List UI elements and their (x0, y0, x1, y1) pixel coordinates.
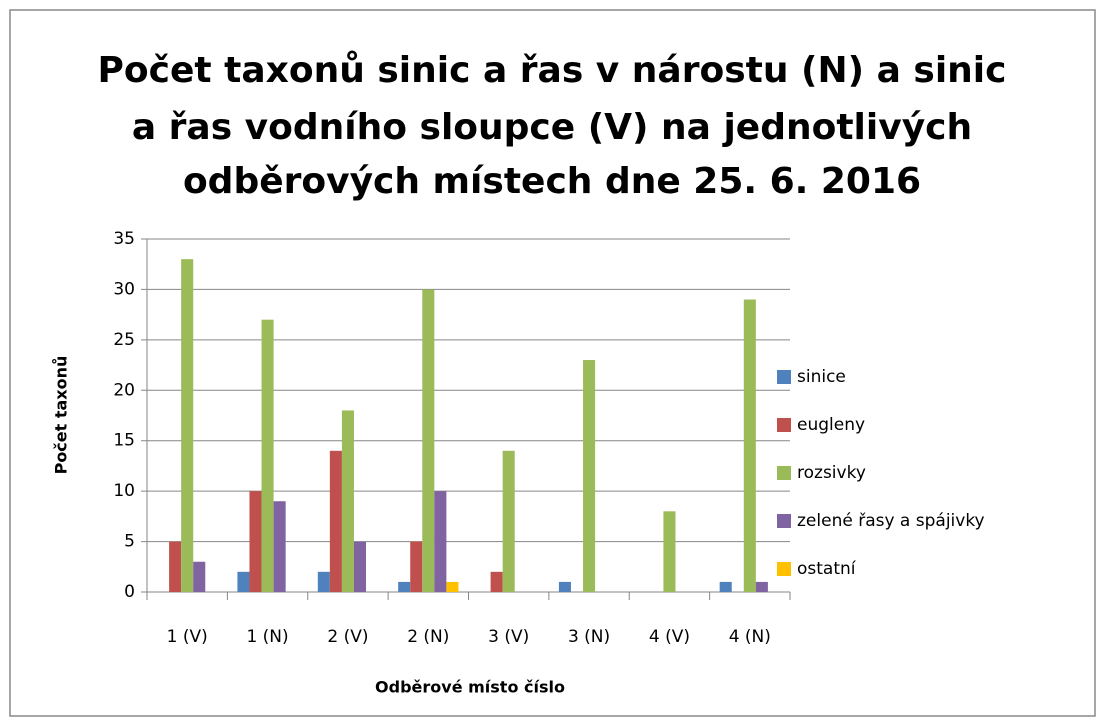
bar (261, 319, 274, 592)
bar (558, 581, 571, 592)
bar (719, 581, 732, 592)
legend-label: zelené řasy a spájivky (797, 511, 985, 531)
legend-label: ostatní (797, 559, 857, 579)
y-tick-label: 15 (113, 431, 135, 451)
x-tick-label: 2 (V) (327, 627, 368, 647)
y-tick-label: 5 (124, 532, 135, 552)
x-tick-label: 4 (N) (729, 627, 771, 647)
y-tick-label: 10 (113, 481, 135, 501)
legend-swatch (777, 514, 791, 528)
bar (341, 410, 354, 592)
legend-swatch (777, 418, 791, 432)
bar (329, 450, 342, 592)
bar (755, 581, 768, 592)
legend-label: sinice (797, 367, 846, 387)
y-tick-label: 25 (113, 330, 135, 350)
legend-label: eugleny (797, 415, 865, 435)
x-tick-label: 1 (N) (246, 627, 288, 647)
x-axis-title: Odběrové místo číslo (375, 678, 565, 697)
bar (434, 491, 447, 592)
bar (410, 541, 423, 592)
bar (237, 571, 250, 592)
legend-label: rozsivky (797, 463, 866, 483)
bar (181, 259, 194, 592)
y-tick-label: 30 (113, 279, 135, 299)
x-tick-label: 4 (V) (649, 627, 690, 647)
x-tick-label: 1 (V) (167, 627, 208, 647)
bar (398, 581, 411, 592)
bar (743, 299, 756, 592)
bar (273, 501, 286, 592)
bar (490, 571, 503, 592)
legend-swatch (777, 562, 791, 576)
y-axis-title: Počet taxonů (52, 356, 71, 475)
chart-title: Počet taxonů sinic a řas v nárostu (N) a… (98, 50, 1007, 91)
y-tick-label: 0 (124, 582, 135, 602)
bar (193, 561, 206, 592)
bar (317, 571, 330, 592)
bar (502, 450, 515, 592)
x-tick-label: 3 (V) (488, 627, 529, 647)
legend-swatch (777, 466, 791, 480)
bar (446, 581, 459, 592)
chart-title: a řas vodního sloupce (V) na jednotlivýc… (132, 107, 972, 148)
legend-swatch (777, 370, 791, 384)
bar (422, 289, 435, 592)
chart-title: odběrových místech dne 25. 6. 2016 (183, 161, 921, 202)
y-tick-label: 35 (113, 229, 135, 249)
bar (663, 511, 676, 592)
y-tick-label: 20 (113, 380, 135, 400)
x-tick-label: 2 (N) (407, 627, 449, 647)
bar (169, 541, 182, 592)
bar (583, 360, 596, 592)
x-tick-label: 3 (N) (568, 627, 610, 647)
bar (249, 491, 262, 592)
bar (353, 541, 367, 592)
